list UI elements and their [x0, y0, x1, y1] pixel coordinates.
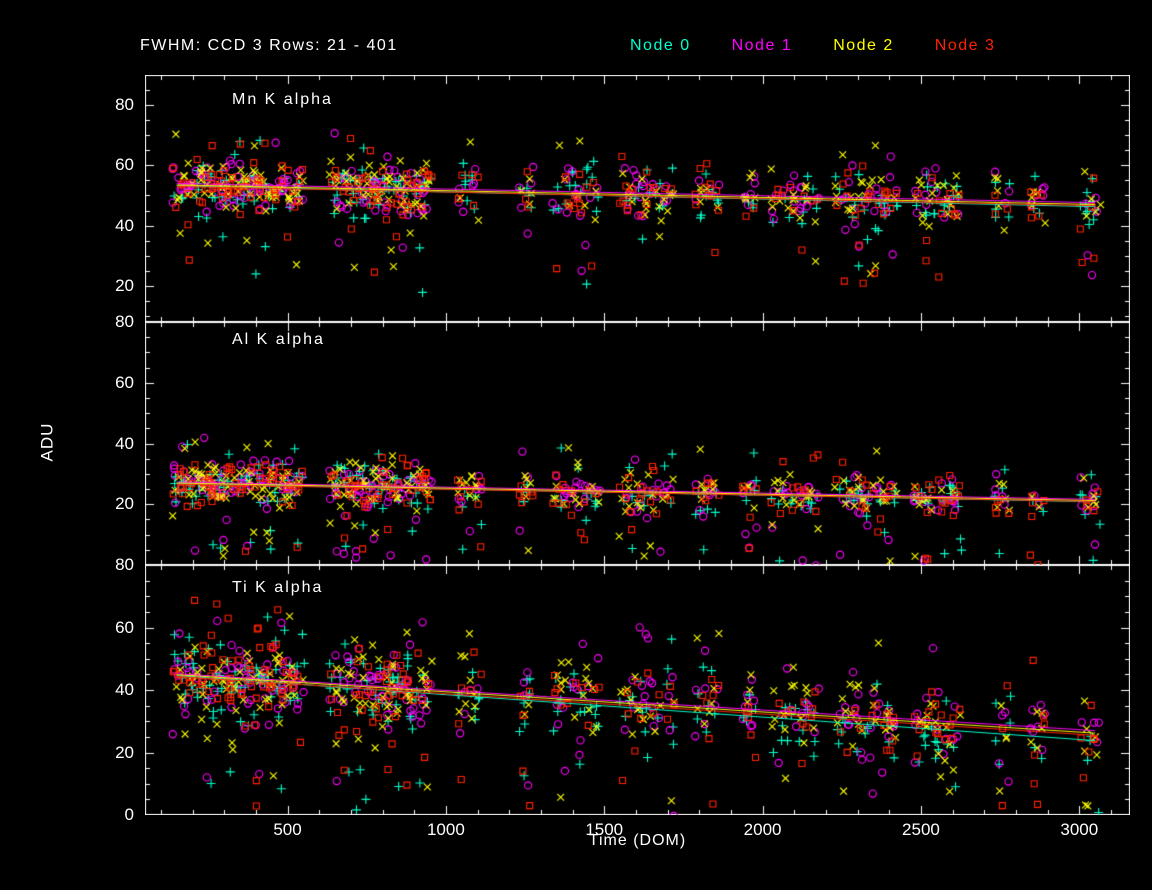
y-tick-label: 60 — [115, 372, 134, 392]
scatter-panel-ti-k-alpha — [145, 565, 1130, 815]
scatter-panel-mn-k-alpha — [145, 75, 1130, 322]
y-tick-label: 80 — [115, 95, 134, 115]
legend-item-node-3: Node 3 — [934, 37, 996, 54]
panel-title-al: Al K alpha — [232, 331, 325, 348]
y-tick-label: 20 — [115, 742, 134, 762]
legend-item-node-2: Node 2 — [833, 37, 894, 54]
panel-title-ti: Ti K alpha — [232, 579, 324, 596]
y-tick-label: 20 — [115, 494, 134, 514]
x-axis-label: Time (DOM) — [588, 832, 687, 849]
legend: Node 0 Node 1 Node 2 Node 3 — [630, 37, 995, 55]
x-tick-label: 500 — [273, 820, 302, 839]
y-tick-label: 80 — [115, 312, 134, 331]
y-tick-label: 60 — [115, 617, 134, 637]
y-axis-label: ADU — [37, 422, 57, 462]
legend-item-node-1: Node 1 — [731, 37, 793, 54]
panel-title-mn: Mn K alpha — [232, 91, 333, 108]
y-tick-label: 80 — [115, 555, 134, 574]
x-tick-label: 1000 — [426, 820, 465, 839]
legend-item-node-0: Node 0 — [630, 37, 691, 54]
y-tick-label: 40 — [115, 680, 134, 699]
y-tick-label: 20 — [115, 275, 134, 295]
x-tick-label: 2000 — [743, 820, 782, 839]
x-tick-label: 1500 — [585, 820, 624, 839]
scatter-panel-al-k-alpha — [145, 322, 1130, 565]
y-tick-label: 40 — [115, 215, 134, 235]
y-tick-label: 60 — [115, 155, 134, 175]
y-tick-label: 40 — [115, 433, 134, 453]
x-tick-label: 3000 — [1060, 820, 1099, 839]
x-tick-label: 2500 — [902, 820, 940, 839]
y-tick-label: 0 — [124, 805, 134, 824]
figure-title: FWHM: CCD 3 Rows: 21 - 401 — [140, 37, 398, 54]
